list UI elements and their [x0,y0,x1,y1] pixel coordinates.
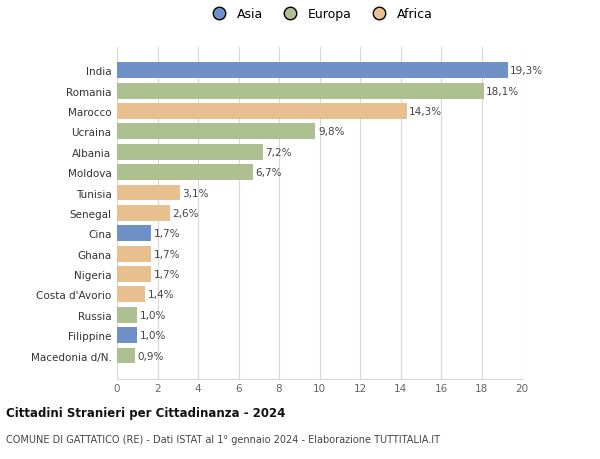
Text: 1,4%: 1,4% [148,290,174,300]
Text: 14,3%: 14,3% [409,107,442,117]
Bar [117,185,180,201]
Text: Cittadini Stranieri per Cittadinanza - 2024: Cittadini Stranieri per Cittadinanza - 2… [6,406,286,419]
Legend: Asia, Europa, Africa: Asia, Europa, Africa [206,8,433,21]
Text: 6,7%: 6,7% [255,168,281,178]
Bar [117,84,484,100]
Text: 9,8%: 9,8% [318,127,344,137]
Bar [117,287,145,302]
Bar [117,165,253,181]
Text: 7,2%: 7,2% [265,147,292,157]
Text: 1,7%: 1,7% [154,229,181,239]
Bar [117,145,263,160]
Bar [117,307,137,323]
Text: 18,1%: 18,1% [486,86,519,96]
Text: 1,0%: 1,0% [140,310,166,320]
Text: 1,7%: 1,7% [154,269,181,280]
Text: 1,0%: 1,0% [140,330,166,341]
Bar [117,246,151,262]
Bar [117,124,316,140]
Bar [117,327,137,343]
Bar [117,267,151,282]
Bar [117,348,135,364]
Text: 0,9%: 0,9% [137,351,164,361]
Bar [117,226,151,242]
Bar [117,63,508,79]
Text: COMUNE DI GATTATICO (RE) - Dati ISTAT al 1° gennaio 2024 - Elaborazione TUTTITAL: COMUNE DI GATTATICO (RE) - Dati ISTAT al… [6,434,440,444]
Text: 3,1%: 3,1% [182,188,209,198]
Bar [117,206,170,221]
Text: 1,7%: 1,7% [154,249,181,259]
Text: 2,6%: 2,6% [172,208,199,218]
Bar [117,104,407,120]
Text: 19,3%: 19,3% [510,66,544,76]
